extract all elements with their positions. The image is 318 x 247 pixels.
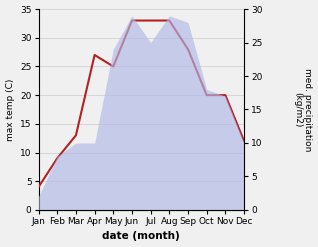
- X-axis label: date (month): date (month): [102, 231, 180, 242]
- Y-axis label: med. precipitation
(kg/m2): med. precipitation (kg/m2): [293, 68, 313, 151]
- Y-axis label: max temp (C): max temp (C): [5, 78, 15, 141]
